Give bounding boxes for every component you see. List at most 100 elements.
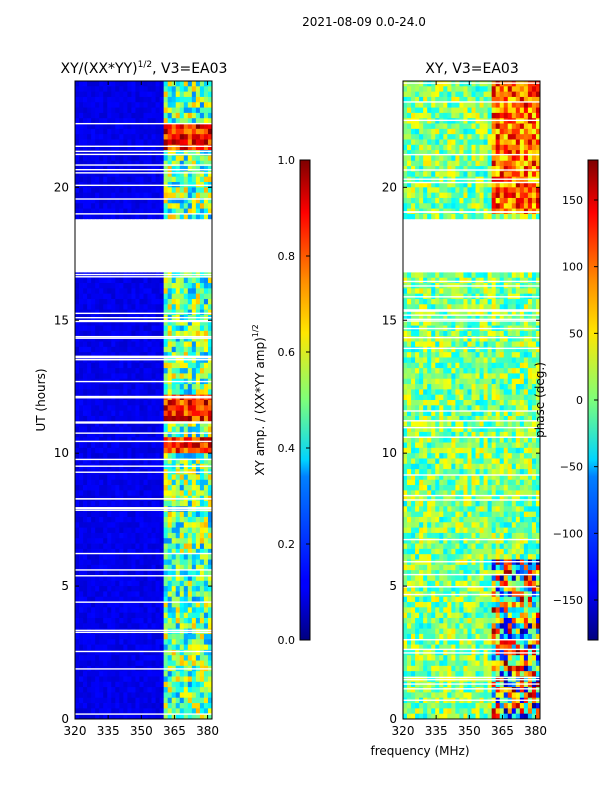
heatmap-cell <box>507 96 513 103</box>
heatmap-cell <box>195 442 201 449</box>
heatmap-cell <box>107 336 112 342</box>
heatmap-cell <box>535 144 540 151</box>
heatmap-cell <box>75 139 80 146</box>
heatmap-cell <box>111 389 116 396</box>
heatmap-cell <box>143 267 148 273</box>
heatmap-cell <box>207 166 212 172</box>
heatmap-cell <box>407 107 412 114</box>
heatmap-cell <box>163 591 169 598</box>
heatmap-cell <box>107 128 112 135</box>
heatmap-cell <box>487 139 493 146</box>
heatmap-cell <box>87 288 92 295</box>
heatmap-cell <box>163 596 169 603</box>
heatmap-cell <box>187 150 193 156</box>
heatmap-cell <box>443 102 448 108</box>
heatmap-cell <box>203 447 209 454</box>
heatmap-cell <box>111 697 116 704</box>
heatmap-cell <box>151 405 156 412</box>
heatmap-cell <box>131 213 136 220</box>
heatmap-cell <box>107 426 112 433</box>
heatmap-cell <box>503 150 509 156</box>
heatmap-cell <box>95 676 100 683</box>
heatmap-cell <box>127 458 132 465</box>
heatmap-cell <box>507 155 513 162</box>
heatmap-cell <box>127 150 132 156</box>
heatmap-cell <box>95 644 100 651</box>
heatmap-cell <box>167 405 173 412</box>
heatmap-cell <box>171 86 177 93</box>
heatmap-cell <box>407 112 412 119</box>
heatmap-cell <box>451 171 456 178</box>
heatmap-cell <box>111 628 116 635</box>
heatmap-cell <box>199 139 205 146</box>
heatmap-cell <box>187 660 193 667</box>
heatmap-cell <box>163 559 169 566</box>
heatmap-cell <box>103 490 108 497</box>
heatmap-cell <box>447 150 452 156</box>
heatmap-cell <box>535 160 540 167</box>
heatmap-cell <box>91 617 96 624</box>
heatmap-cell <box>183 277 189 284</box>
heatmap-cell <box>139 485 144 491</box>
heatmap-cell <box>83 564 88 571</box>
heatmap-cell <box>175 346 181 353</box>
heatmap-cell <box>99 362 104 369</box>
heatmap-cell <box>75 633 80 640</box>
heatmap-cell <box>99 283 104 289</box>
heatmap-cell <box>199 320 205 326</box>
heatmap-cell <box>163 123 169 130</box>
heatmap-cell <box>435 192 440 199</box>
heatmap-cell <box>99 575 104 582</box>
heatmap-cell <box>427 187 432 194</box>
heatmap-cell <box>451 107 456 114</box>
heatmap-cell <box>199 325 205 332</box>
heatmap-cell <box>75 91 80 98</box>
heatmap-cell <box>83 139 88 146</box>
heatmap-cell <box>159 543 165 550</box>
heatmap-cell <box>111 203 116 209</box>
heatmap-cell <box>91 655 96 661</box>
heatmap-cell <box>147 272 152 279</box>
heatmap-cell <box>83 134 88 140</box>
heatmap-cell <box>179 352 185 358</box>
heatmap-cell <box>531 144 537 151</box>
heatmap-cell <box>103 591 108 598</box>
heatmap-cell <box>183 405 189 412</box>
heatmap-cell <box>135 261 140 268</box>
heatmap-cell <box>91 570 96 576</box>
heatmap-cell <box>187 458 193 465</box>
heatmap-cell <box>95 352 100 358</box>
heatmap-cell <box>487 128 493 135</box>
heatmap-cell <box>83 623 88 630</box>
heatmap-cell <box>99 671 104 677</box>
heatmap-cell <box>119 245 124 252</box>
heatmap-cell <box>119 447 124 454</box>
heatmap-cell <box>171 564 177 571</box>
heatmap-cell <box>83 118 88 124</box>
heatmap-cell <box>119 272 124 279</box>
heatmap-cell <box>139 330 144 337</box>
heatmap-cell <box>123 612 128 619</box>
heatmap-cell <box>83 187 88 194</box>
heatmap-cell <box>155 453 161 459</box>
heatmap-cell <box>431 187 436 194</box>
heatmap-cell <box>143 288 148 295</box>
heatmap-cell <box>91 415 96 422</box>
heatmap-cell <box>75 447 80 454</box>
heatmap-cell <box>147 298 152 305</box>
heatmap-cell <box>479 96 484 103</box>
heatmap-cell <box>123 304 128 311</box>
heatmap-cell <box>115 479 120 486</box>
heatmap-cell <box>115 426 120 433</box>
heatmap-cell <box>123 703 128 709</box>
heatmap-cell <box>111 139 116 146</box>
heatmap-cell <box>175 277 181 284</box>
heatmap-cell <box>203 86 209 93</box>
flagged-row <box>75 421 212 423</box>
heatmap-cell <box>75 676 80 683</box>
heatmap-cell <box>87 309 92 316</box>
heatmap-cell <box>143 277 148 284</box>
heatmap-cell <box>459 86 464 93</box>
heatmap-cell <box>451 134 456 140</box>
heatmap-cell <box>135 671 140 677</box>
